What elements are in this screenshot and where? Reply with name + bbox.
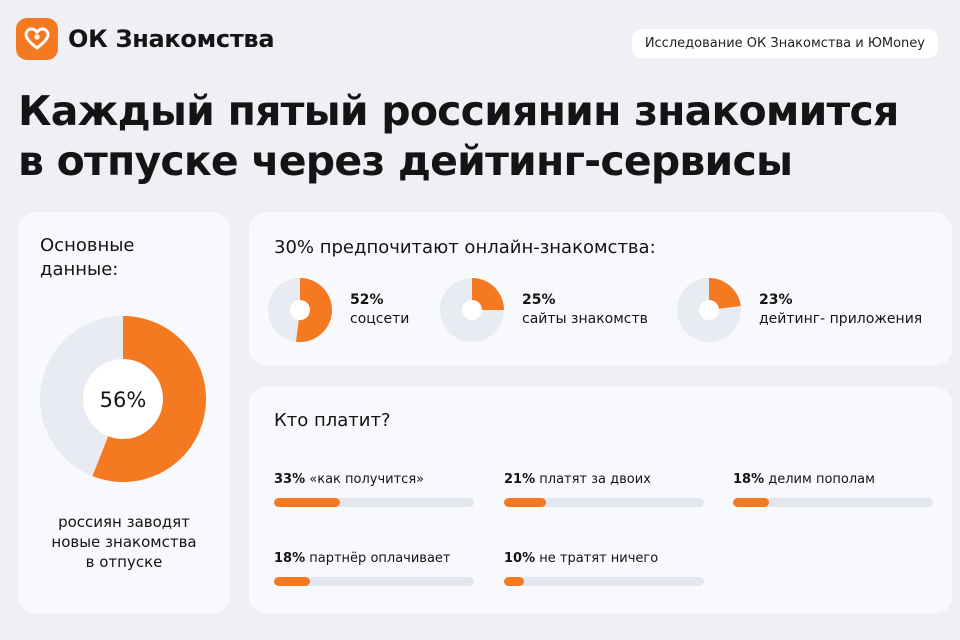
bar-label: не тратят ничего	[539, 551, 659, 566]
brand-name: ОК Знакомства	[68, 25, 275, 53]
pay-bar-item: 18% партнёр оплачивает	[274, 551, 474, 586]
bar-label: платят за двоих	[539, 472, 651, 487]
apps-donut	[677, 278, 741, 342]
socials-donut	[268, 278, 332, 342]
research-badge: Исследование ОК Знакомства и ЮMoney	[631, 29, 938, 58]
bar-track	[504, 577, 704, 586]
stat-label: дейтинг- приложения	[759, 311, 923, 327]
online-title: 30% предпочитают онлайн-знакомства:	[274, 237, 656, 258]
bar-fill	[733, 498, 769, 507]
pay-bar-item: 10% не тратят ничего	[504, 551, 704, 586]
caption-line-1: россиян заводят	[58, 513, 190, 531]
donut-center-label: 56%	[100, 388, 147, 412]
bar-percent: 18%	[733, 472, 765, 487]
mini-donut-slice	[472, 278, 504, 310]
online-stat-apps: 23% дейтинг- приложения	[677, 278, 922, 342]
online-dating-card: 30% предпочитают онлайн-знакомства: 52% …	[249, 212, 952, 366]
bar-label: партнёр оплачивает	[309, 551, 451, 566]
pay-bar-item: 33% «как получится»	[274, 472, 474, 507]
page-title: Каждый пятый россиянин знакомится в отпу…	[18, 86, 948, 186]
stat-label: соцсети	[350, 311, 410, 327]
who-pays-title: Кто платит?	[274, 410, 391, 431]
bar-label: делим пополам	[768, 472, 875, 487]
caption-line-3: в отпуске	[85, 553, 163, 571]
bar-percent: 10%	[504, 551, 536, 566]
bar-track	[733, 498, 933, 507]
who-pays-card: Кто платит? 33% «как получится» 21% плат…	[249, 386, 952, 614]
bar-track	[274, 498, 474, 507]
online-stat-sites: 25% сайты знакомств	[440, 278, 648, 342]
bar-track	[504, 498, 704, 507]
stat-label: сайты знакомств	[522, 311, 648, 327]
main-data-title-line-1: Основные	[40, 235, 135, 256]
mini-donut-hole	[699, 300, 719, 320]
main-data-caption: россиян заводят новые знакомства в отпус…	[18, 512, 230, 572]
heart-logo-icon	[16, 18, 58, 60]
stat-percent: 52%	[350, 292, 384, 308]
main-data-title-line-2: данные:	[40, 259, 119, 280]
brand-logo: ОК Знакомства	[16, 18, 275, 60]
title-line-1: Каждый пятый россиянин знакомится	[18, 87, 899, 135]
pay-bar-item: 21% платят за двоих	[504, 472, 704, 507]
title-line-2: в отпуске через дейтинг-сервисы	[18, 137, 793, 185]
stat-percent: 23%	[759, 292, 793, 308]
donut-hole	[83, 359, 163, 439]
sites-donut	[440, 278, 504, 342]
bar-fill	[504, 577, 524, 586]
vacation-donut-chart: 56%	[40, 316, 206, 482]
bar-label: «как получится»	[309, 472, 425, 487]
bar-percent: 18%	[274, 551, 306, 566]
online-stat-socials: 52% соцсети	[268, 278, 409, 342]
bar-fill	[504, 498, 546, 507]
stat-percent: 25%	[522, 292, 556, 308]
bar-percent: 21%	[504, 472, 536, 487]
bar-fill	[274, 498, 340, 507]
caption-line-2: новые знакомства	[51, 533, 197, 551]
bar-percent: 33%	[274, 472, 306, 487]
main-data-card: Основные данные: 56% россиян заводят нов…	[18, 212, 230, 614]
mini-donut-hole	[290, 300, 310, 320]
mini-donut-slice	[295, 278, 332, 342]
bar-fill	[274, 577, 310, 586]
bar-track	[274, 577, 474, 586]
mini-donut-slice	[709, 278, 741, 310]
main-data-title: Основные данные:	[40, 234, 135, 282]
mini-donut-hole	[462, 300, 482, 320]
pay-bar-item: 18% делим пополам	[733, 472, 933, 507]
